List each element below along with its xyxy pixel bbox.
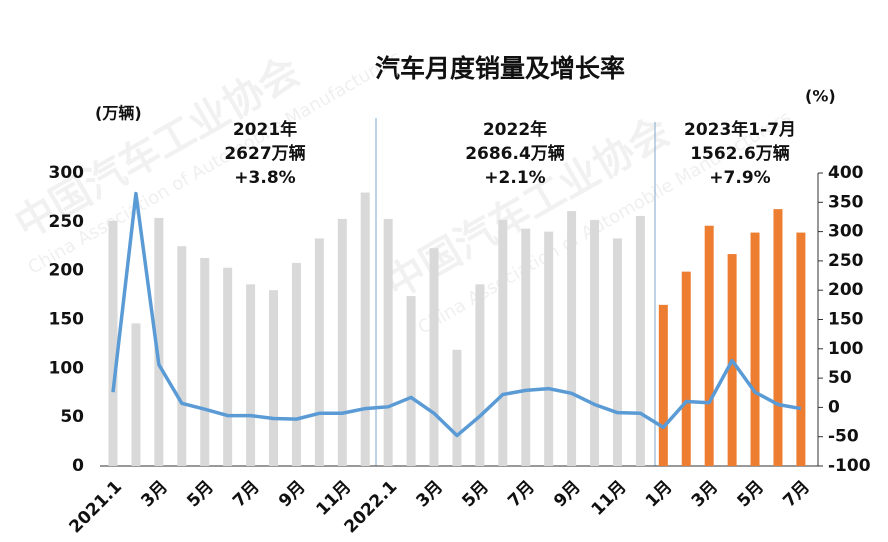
- bar: [796, 232, 806, 466]
- bar: [498, 219, 508, 466]
- y-tick-label: 150: [49, 310, 85, 330]
- bar: [658, 304, 668, 466]
- bar: [108, 220, 118, 466]
- y2-tick-label: 400: [828, 163, 864, 183]
- x-tick-label: 5月: [458, 477, 493, 512]
- annotation: 2686.4万辆: [465, 143, 565, 164]
- y2-tick-label: -100: [828, 456, 871, 476]
- annotation: 2023年1-7月: [684, 119, 796, 140]
- y2-tick-label: 0: [828, 397, 840, 417]
- y2-axis-label: (%): [805, 87, 836, 106]
- y2-tick-label: 50: [828, 368, 852, 388]
- y-tick-label: 50: [60, 407, 84, 427]
- bar: [200, 257, 210, 466]
- y-tick-label: 100: [49, 358, 85, 378]
- x-tick-label: 3月: [137, 477, 172, 512]
- x-tick-label: 7月: [229, 477, 264, 512]
- x-tick-label: 3月: [688, 477, 723, 512]
- x-tick-label: 11月: [312, 477, 355, 520]
- annotation: 1562.6万辆: [690, 143, 790, 164]
- bar: [681, 271, 691, 466]
- x-tick-label: 9月: [550, 477, 585, 512]
- x-tick-label: 7月: [779, 477, 814, 512]
- x-tick-label: 7月: [504, 477, 539, 512]
- y2-tick-label: 150: [828, 310, 864, 330]
- annotation: +2.1%: [484, 168, 545, 188]
- bar: [223, 267, 233, 466]
- bar: [590, 219, 600, 466]
- bar: [429, 248, 439, 466]
- y2-tick-label: 100: [828, 339, 864, 359]
- x-tick-label: 1月: [642, 477, 677, 512]
- bar: [131, 323, 141, 466]
- bar: [246, 284, 256, 466]
- y-axis-label: (万辆): [95, 104, 142, 123]
- y2-tick-label: 300: [828, 222, 864, 242]
- annotation: 2627万辆: [224, 143, 305, 164]
- y-tick-label: 0: [72, 456, 84, 476]
- bar: [360, 192, 370, 467]
- x-tick-label: 2021.1: [66, 477, 127, 538]
- annotation: +3.8%: [234, 168, 295, 188]
- chart-title: 汽车月度销量及增长率: [375, 54, 625, 83]
- bar: [291, 262, 301, 466]
- bar: [337, 218, 347, 466]
- bar: [406, 296, 416, 466]
- bar: [452, 349, 462, 466]
- bar: [314, 238, 324, 466]
- y-tick-label: 300: [49, 163, 85, 183]
- y2-tick-label: 350: [828, 192, 864, 212]
- bar: [704, 225, 714, 466]
- y-tick-label: 200: [49, 261, 85, 281]
- y-tick-label: 250: [49, 212, 85, 232]
- bar: [521, 228, 531, 466]
- bar: [383, 218, 393, 466]
- x-tick-label: 9月: [275, 477, 310, 512]
- bar: [475, 284, 485, 466]
- y2-tick-label: 250: [828, 251, 864, 271]
- x-tick-label: 5月: [734, 477, 769, 512]
- line: [111, 191, 802, 438]
- bar: [750, 232, 760, 466]
- bar: [269, 290, 279, 466]
- bar: [544, 231, 554, 466]
- x-tick-label: 3月: [413, 477, 448, 512]
- bar: [567, 211, 577, 466]
- x-tick-label: 11月: [588, 477, 631, 520]
- bar: [612, 238, 622, 466]
- annotation: 2021年: [233, 119, 297, 140]
- bar: [773, 209, 783, 467]
- bar: [177, 246, 187, 466]
- y2-tick-label: 200: [828, 280, 864, 300]
- annotation: 2022年: [483, 119, 547, 140]
- x-tick-label: 5月: [183, 477, 218, 512]
- annotation: +7.9%: [709, 168, 770, 188]
- bar: [154, 217, 164, 466]
- bar: [635, 215, 645, 466]
- y2-tick-label: -50: [828, 427, 859, 447]
